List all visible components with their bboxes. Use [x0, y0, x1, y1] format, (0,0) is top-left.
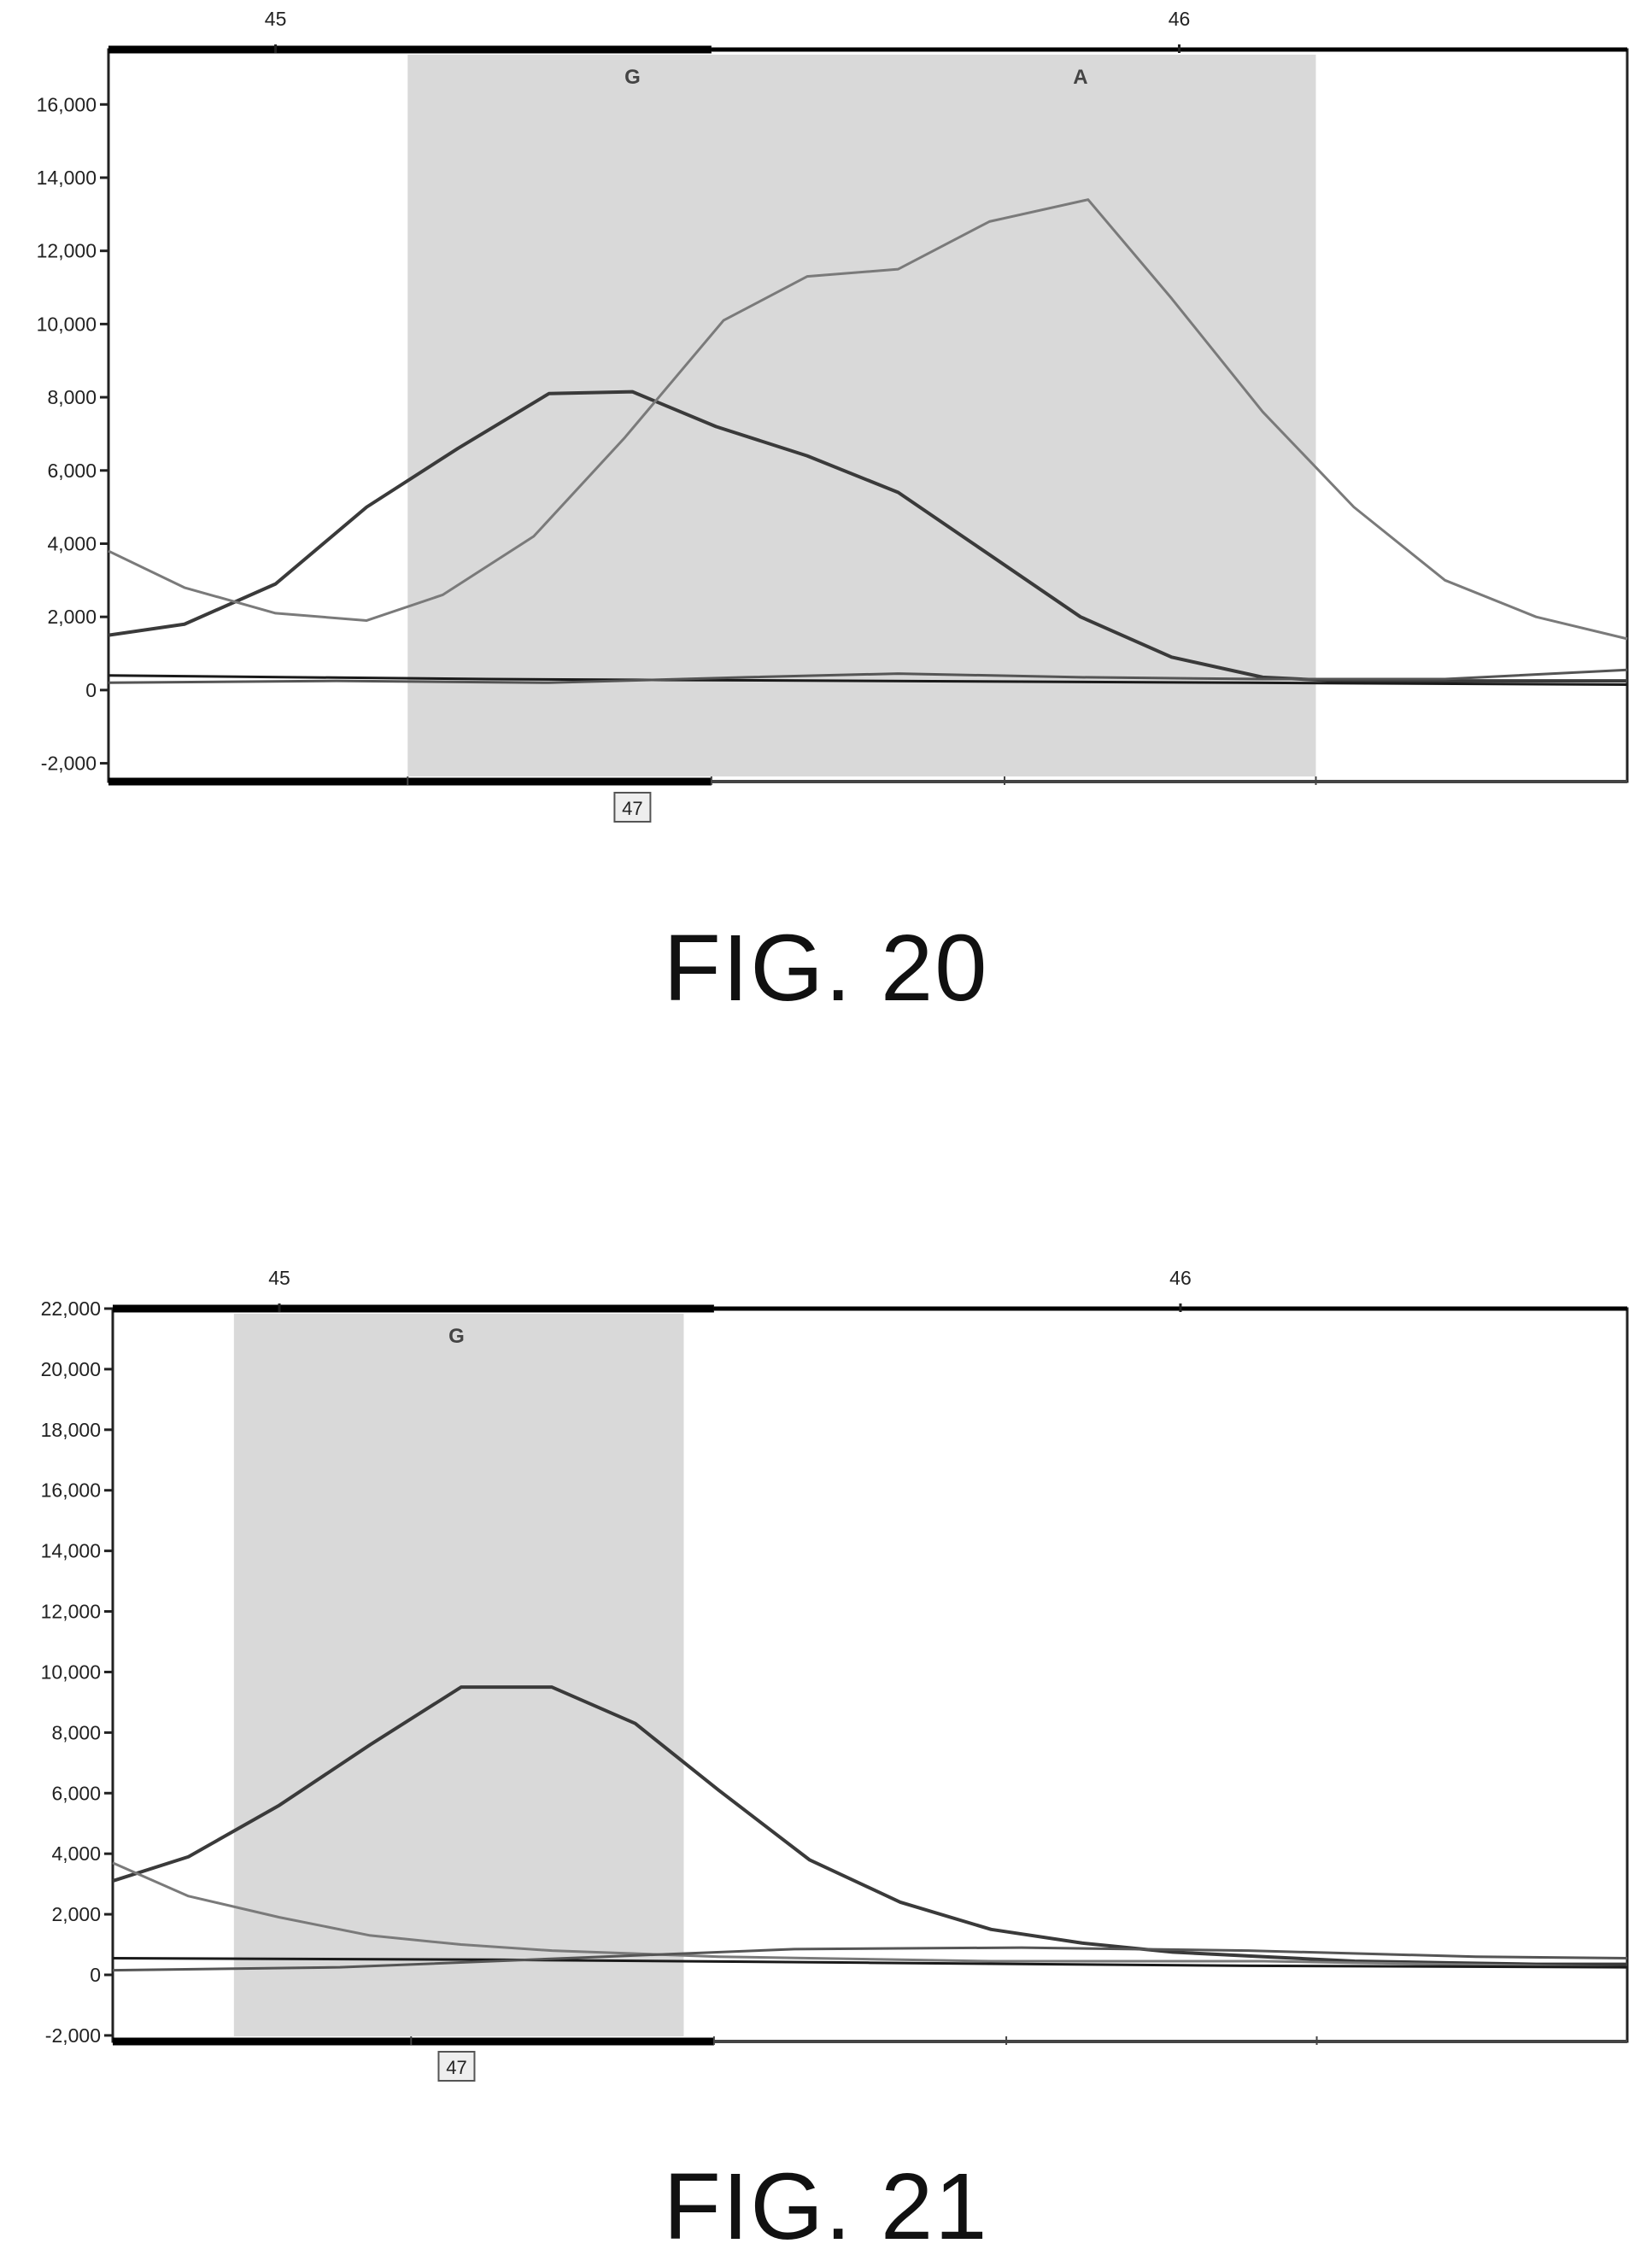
y-tick-label: 16,000	[41, 1479, 101, 1502]
top-position-label: 45	[265, 8, 287, 30]
shaded-region	[407, 55, 1316, 776]
y-tick-label: 10,000	[41, 1661, 101, 1683]
trace-line-2	[112, 1861, 1628, 1969]
trace-line-3	[108, 674, 1628, 686]
y-tick-label: 4,000	[51, 1842, 101, 1865]
chromatogram-chart: -2,000 0 2,000 4,000 6,000 8,000 10,000 12,000 1…	[41, 1267, 1629, 2082]
y-tick-label: 6,000	[51, 1782, 101, 1804]
position-marker-label: 47	[446, 2057, 466, 2078]
position-marker-box	[437, 2051, 476, 2082]
y-tick-label: 18,000	[41, 1419, 101, 1441]
trace-line-3	[112, 1957, 1628, 1969]
y-tick-label: 2,000	[51, 1903, 101, 1925]
trace-line-1	[108, 390, 1627, 683]
y-tick-label: -2,000	[41, 753, 97, 775]
y-tick-label: 6,000	[47, 460, 97, 482]
y-tick-label: 8,000	[47, 386, 97, 408]
y-tick-label: 0	[85, 679, 97, 701]
y-tick-label: 8,000	[51, 1721, 101, 1743]
trace-line-4	[112, 1946, 1628, 1972]
y-tick-label: 14,000	[37, 167, 97, 189]
y-tick-label: 2,000	[47, 606, 97, 628]
position-marker-box	[613, 792, 652, 823]
figure-caption: FIG. 21	[663, 2154, 989, 2259]
y-tick-label: 12,000	[37, 240, 97, 262]
y-tick-label: 22,000	[41, 1297, 101, 1320]
y-tick-label: 20,000	[41, 1358, 101, 1380]
base-call-label: A	[1073, 66, 1087, 89]
top-position-label: 46	[1169, 8, 1191, 30]
chromatogram-chart: -2,000 0 2,000 4,000 6,000 8,000 10,000 12,000 1…	[37, 8, 1629, 823]
shaded-region	[233, 1314, 684, 2036]
trace-line-1	[112, 1685, 1627, 1966]
figure-21: -2,000 0 2,000 4,000 6,000 8,000 10,000 12,000 1…	[0, 1256, 1652, 2259]
trace-line-4	[108, 668, 1628, 684]
y-tick-label: 16,000	[37, 93, 97, 115]
y-tick-label: 14,000	[41, 1540, 101, 1562]
figure-caption: FIG. 20	[663, 916, 989, 1021]
position-marker-label: 47	[622, 798, 642, 819]
y-tick-label: -2,000	[45, 2024, 101, 2047]
y-tick-label: 0	[90, 1964, 101, 1986]
y-tick-label: 12,000	[41, 1601, 101, 1623]
top-position-label: 45	[268, 1267, 290, 1289]
base-call-label: G	[624, 66, 641, 89]
y-tick-label: 4,000	[47, 532, 97, 554]
figure-20: -2,000 0 2,000 4,000 6,000 8,000 10,000 12,000 1…	[0, 0, 1652, 1068]
top-position-label: 46	[1169, 1267, 1192, 1289]
base-call-label: G	[448, 1325, 465, 1348]
y-tick-label: 10,000	[37, 313, 97, 335]
trace-line-2	[108, 198, 1628, 641]
